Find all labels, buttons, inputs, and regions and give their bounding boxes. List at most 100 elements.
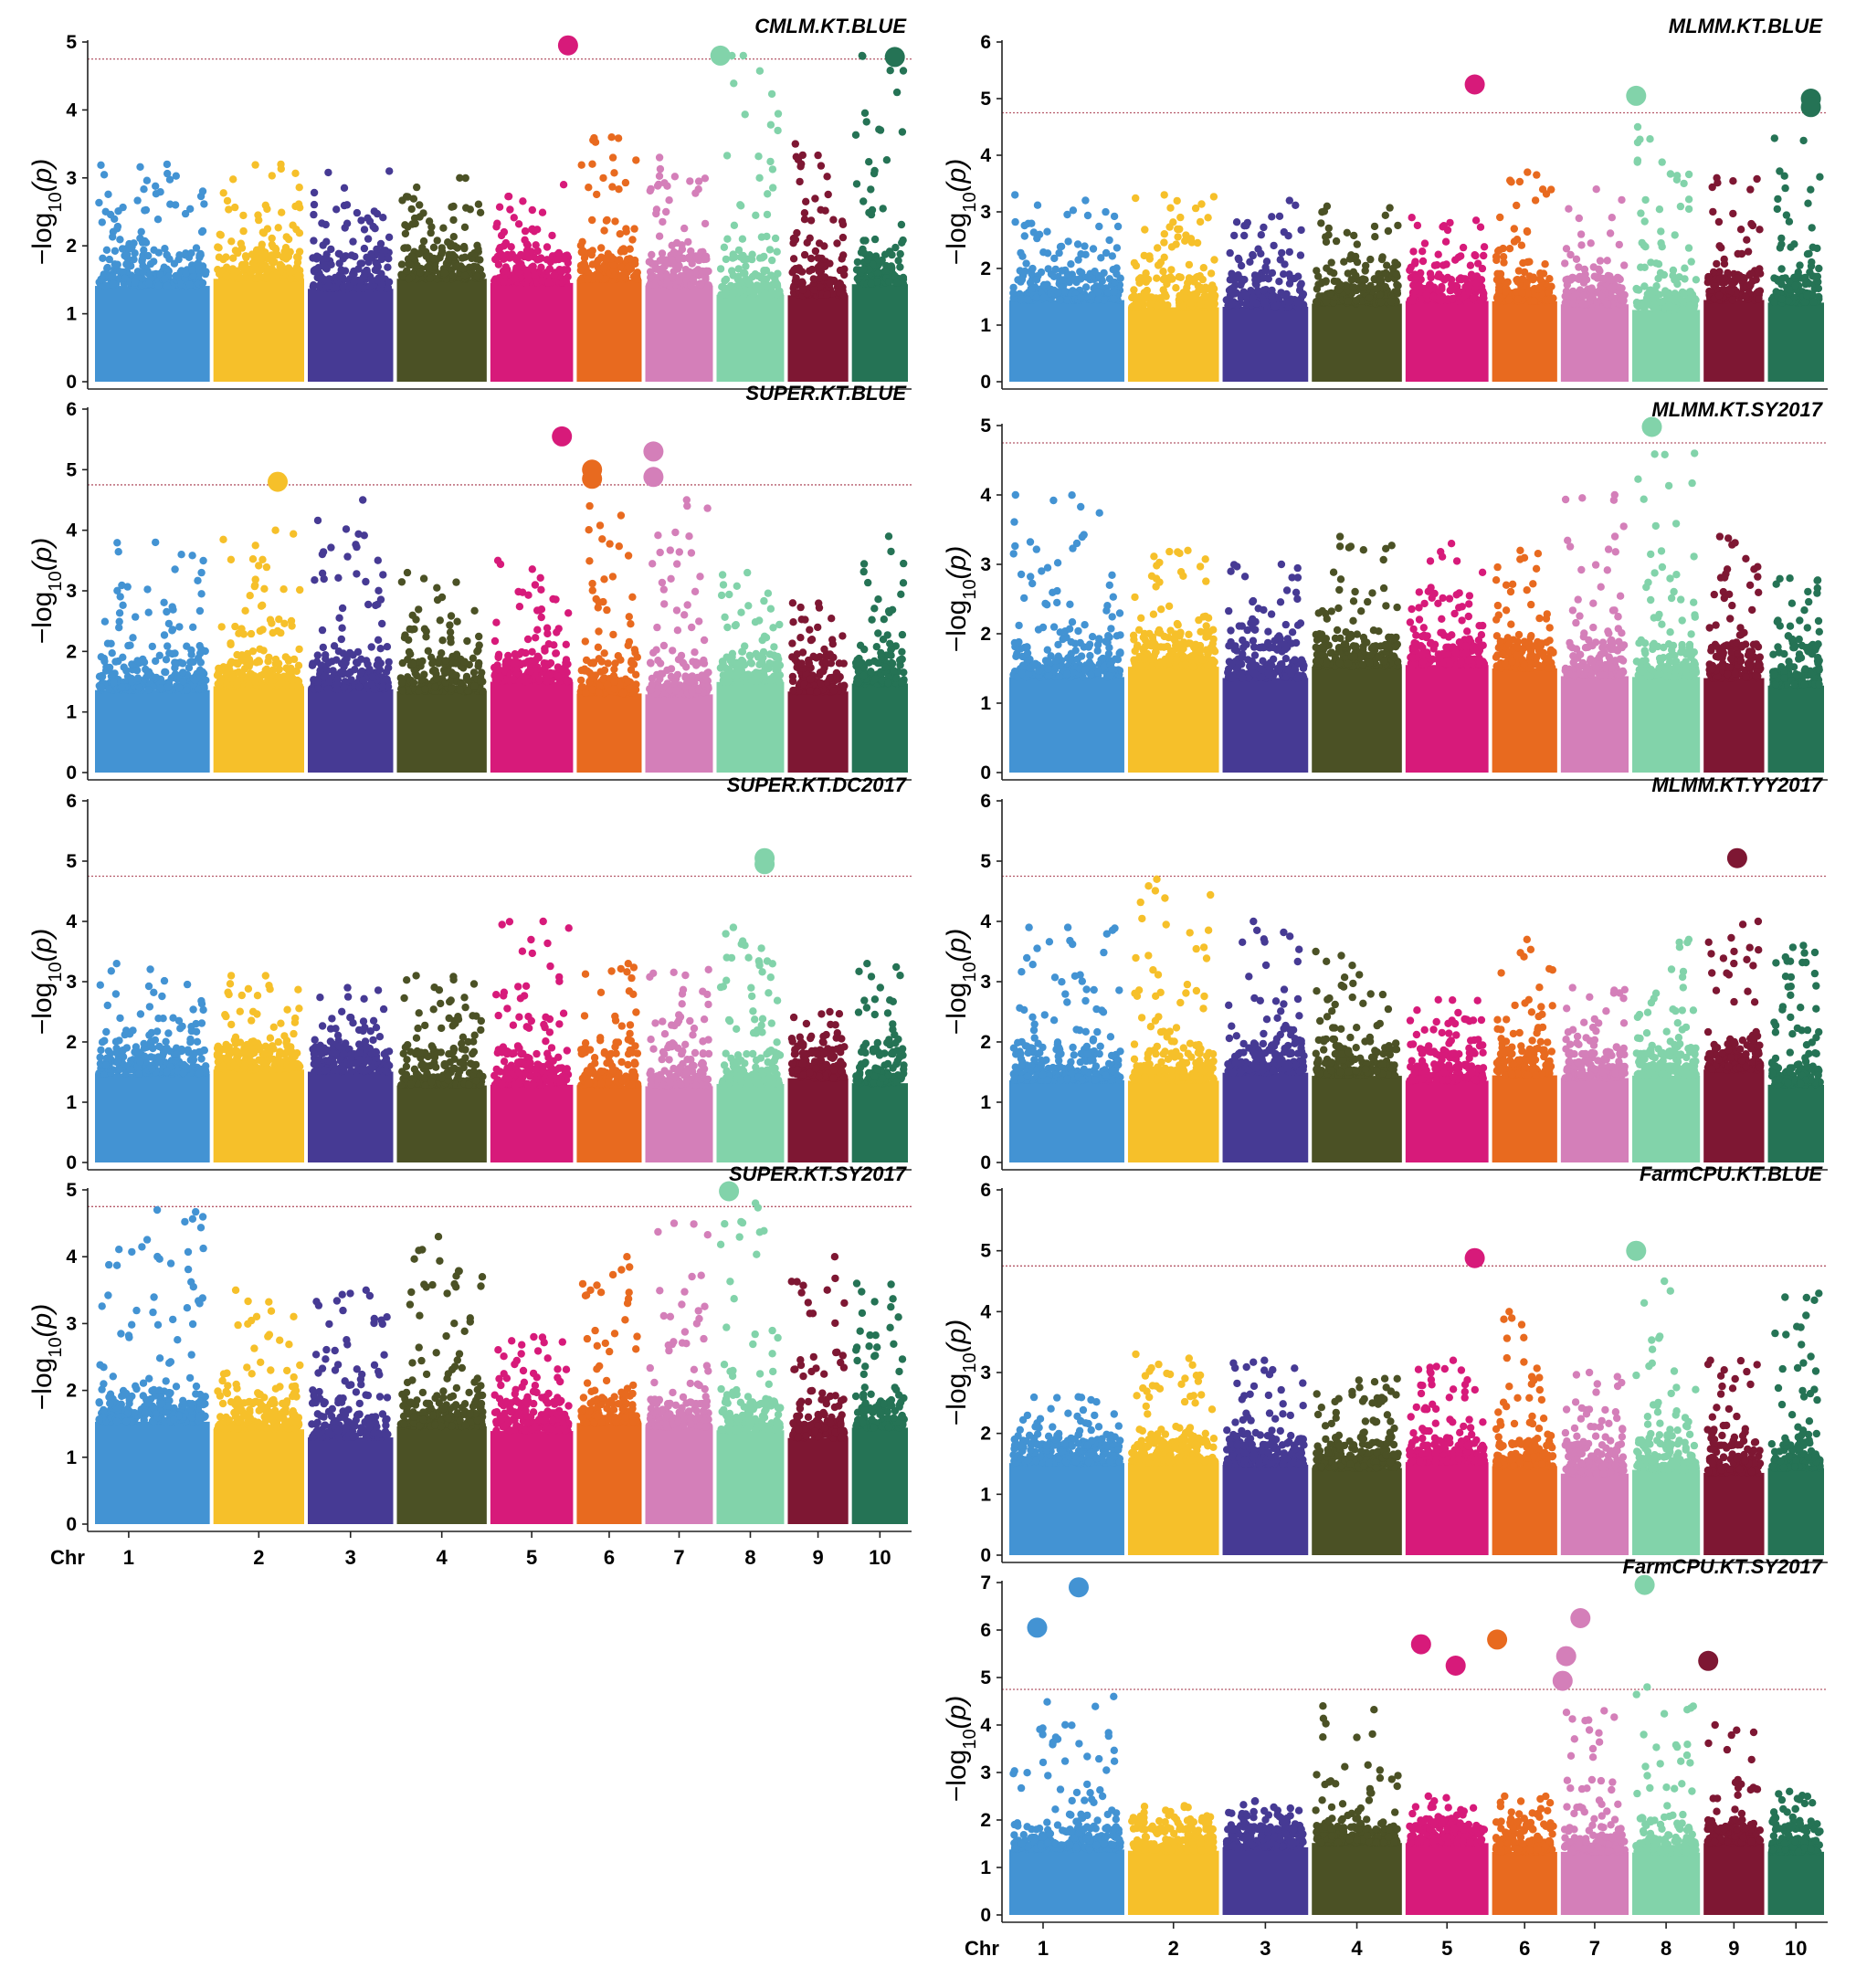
snp-point xyxy=(450,252,459,261)
snp-point xyxy=(1541,260,1549,268)
snp-point xyxy=(1132,194,1140,203)
snp-point xyxy=(1575,214,1584,223)
snp-peak-point xyxy=(1160,191,1168,199)
snp-point xyxy=(320,672,328,681)
snp-point xyxy=(318,626,327,635)
snp-point xyxy=(564,677,572,685)
snp-point xyxy=(165,175,174,184)
snp-point xyxy=(345,282,353,290)
snp-point xyxy=(260,584,269,593)
snp-point xyxy=(421,685,429,693)
snp-point xyxy=(1020,267,1029,276)
snp-point xyxy=(168,626,177,634)
snp-point xyxy=(241,265,249,273)
snp-point xyxy=(248,555,258,563)
snp-point xyxy=(1776,244,1785,252)
snp-point xyxy=(194,576,202,584)
snp-point xyxy=(686,177,694,185)
y-tick-label: 5 xyxy=(66,32,77,53)
snp-point xyxy=(532,241,540,249)
snp-point xyxy=(893,279,902,287)
snp-point xyxy=(1637,209,1645,217)
snp-point xyxy=(373,245,381,254)
snp-point xyxy=(311,576,319,584)
snp-point xyxy=(628,593,637,601)
snp-point xyxy=(118,683,126,691)
snp-point xyxy=(739,255,748,264)
snp-point xyxy=(1070,275,1080,284)
snp-point xyxy=(1018,276,1027,284)
snp-point xyxy=(1023,295,1032,304)
snp-point xyxy=(324,685,332,693)
snp-point xyxy=(252,274,260,282)
snp-point xyxy=(114,207,122,216)
snp-point xyxy=(234,248,242,258)
snp-point xyxy=(1776,167,1784,175)
snp-point xyxy=(453,617,461,626)
snp-point xyxy=(1109,266,1117,274)
snp-point xyxy=(1293,299,1302,307)
snp-point xyxy=(1510,237,1519,246)
snp-point xyxy=(1343,228,1352,237)
snp-point xyxy=(428,659,437,668)
snp-point xyxy=(862,118,870,126)
snp-point xyxy=(340,184,349,192)
snp-point xyxy=(538,277,546,285)
snp-point xyxy=(255,216,263,225)
snp-point xyxy=(774,126,782,135)
snp-point xyxy=(851,131,860,139)
snp-point xyxy=(1648,289,1657,298)
snp-point xyxy=(143,585,152,594)
snp-point xyxy=(1502,288,1510,296)
snp-point xyxy=(175,684,184,692)
snp-point xyxy=(409,678,418,687)
snp-point xyxy=(464,687,472,695)
snp-point xyxy=(338,624,346,632)
snp-point xyxy=(741,110,749,119)
snp-point xyxy=(433,237,441,245)
snp-point xyxy=(1632,299,1641,307)
snp-point xyxy=(99,254,107,262)
snp-point xyxy=(1807,262,1816,270)
snp-point xyxy=(622,227,630,236)
snp-point xyxy=(156,684,165,692)
snp-point xyxy=(143,669,153,678)
snp-point xyxy=(1228,300,1236,309)
snp-point xyxy=(291,202,300,211)
snp-point xyxy=(279,585,288,594)
snp-point xyxy=(689,275,698,284)
snp-point xyxy=(309,659,317,668)
snp-point xyxy=(131,279,139,287)
snp-point xyxy=(1704,272,1713,281)
snp-point xyxy=(1480,251,1488,260)
snp-point xyxy=(881,250,890,258)
snp-point xyxy=(122,260,131,268)
snp-point xyxy=(1097,254,1105,262)
snp-point xyxy=(292,682,301,690)
chr-6-points xyxy=(576,501,642,773)
snp-point xyxy=(385,278,394,286)
snp-point xyxy=(1169,218,1177,226)
snp-point xyxy=(1753,174,1761,184)
snp-point xyxy=(384,284,392,292)
snp-point xyxy=(522,240,531,248)
snp-point xyxy=(532,634,540,642)
y-tick-label: 5 xyxy=(980,89,991,110)
snp-point xyxy=(130,255,138,264)
snp-point xyxy=(859,237,868,245)
snp-point xyxy=(1394,221,1402,230)
snp-point xyxy=(245,681,253,689)
snp-point xyxy=(1259,274,1268,282)
snp-point xyxy=(150,258,158,266)
snp-point xyxy=(171,565,179,573)
snp-point xyxy=(374,586,383,594)
snp-point xyxy=(310,281,318,289)
snp-point xyxy=(1100,296,1109,304)
snp-point xyxy=(198,187,207,195)
snp-point xyxy=(670,173,680,181)
snp-point xyxy=(680,224,689,233)
snp-point xyxy=(133,196,142,205)
snp-point xyxy=(130,239,138,247)
snp-point xyxy=(591,138,600,146)
